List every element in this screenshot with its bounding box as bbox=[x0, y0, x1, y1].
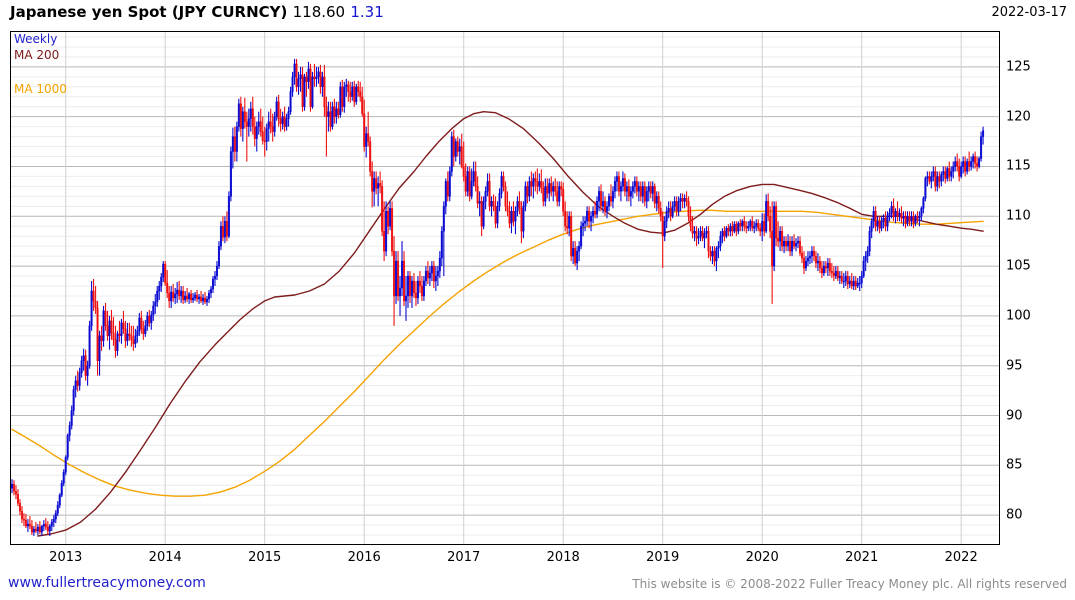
instrument-name: Japanese yen Spot (JPY CURNCY) bbox=[10, 3, 288, 21]
site-url[interactable]: www.fullertreacymoney.com bbox=[8, 575, 206, 591]
page-title: Japanese yen Spot (JPY CURNCY) 118.60 1.… bbox=[10, 3, 384, 21]
y-axis-tick-label: 115 bbox=[1006, 158, 1031, 174]
as-of-date: 2022-03-17 bbox=[991, 5, 1067, 20]
x-axis-tick-label: 2020 bbox=[745, 550, 779, 565]
chart-header: Japanese yen Spot (JPY CURNCY) 118.60 1.… bbox=[0, 0, 1075, 28]
price-chart-plot-area[interactable] bbox=[10, 31, 1000, 545]
y-axis-tick-label: 110 bbox=[1006, 208, 1031, 224]
ma1000-line bbox=[11, 209, 984, 497]
candlestick-series bbox=[11, 58, 985, 537]
x-axis-tick-label: 2015 bbox=[248, 550, 282, 565]
y-axis-tick-label: 85 bbox=[1006, 457, 1023, 473]
y-axis-tick-label: 100 bbox=[1006, 308, 1031, 324]
x-axis-tick-label: 2018 bbox=[546, 550, 580, 565]
y-axis-tick-label: 95 bbox=[1006, 358, 1023, 374]
x-axis-tick-label: 2017 bbox=[447, 550, 481, 565]
y-axis-tick-label: 120 bbox=[1006, 109, 1031, 125]
x-axis-tick-label: 2013 bbox=[49, 550, 83, 565]
copyright-notice: This website is © 2008-2022 Fuller Treac… bbox=[632, 577, 1067, 591]
last-price: 118.60 bbox=[292, 3, 346, 21]
x-axis-tick-label: 2016 bbox=[347, 550, 381, 565]
chart-canvas[interactable] bbox=[11, 32, 999, 544]
ma200-line bbox=[37, 110, 984, 537]
x-axis-tick-label: 2022 bbox=[944, 550, 978, 565]
price-change: 1.31 bbox=[350, 3, 384, 21]
x-axis-tick-label: 2014 bbox=[148, 550, 182, 565]
x-axis-tick-label: 2021 bbox=[845, 550, 879, 565]
x-axis-tick-label: 2019 bbox=[646, 550, 680, 565]
y-axis-tick-label: 125 bbox=[1006, 59, 1031, 75]
vertical-gridlines bbox=[65, 32, 962, 544]
y-axis-tick-label: 90 bbox=[1006, 408, 1023, 423]
y-axis-tick-label: 105 bbox=[1006, 258, 1031, 274]
y-axis-tick-label: 80 bbox=[1006, 507, 1023, 523]
